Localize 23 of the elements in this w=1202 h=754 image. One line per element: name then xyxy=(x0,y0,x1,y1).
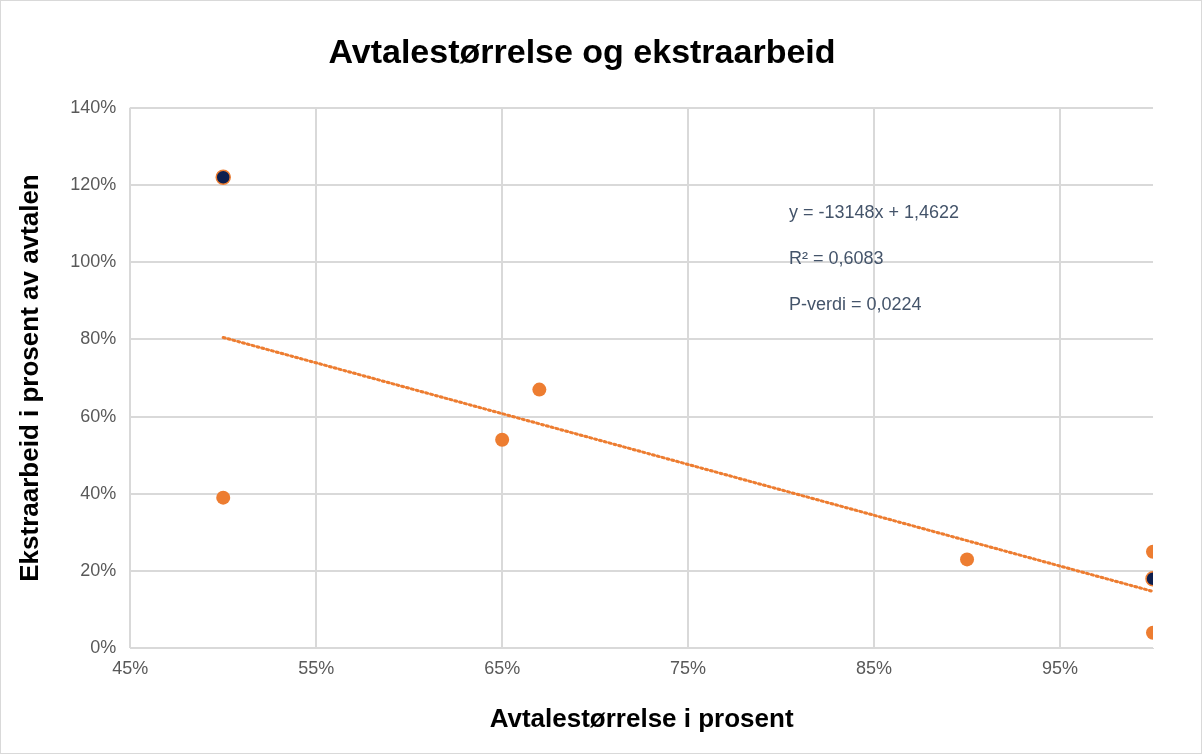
annotation: P-verdi = 0,0224 xyxy=(789,293,922,314)
annotation: y = -13148x + 1,4622 xyxy=(789,201,960,222)
y-tick-label: 100% xyxy=(70,251,117,272)
point xyxy=(495,432,510,447)
y-axis-title: Ekstraarbeid i prosent av avtalen xyxy=(13,174,44,582)
y-tick-label: 40% xyxy=(80,482,117,503)
point xyxy=(532,382,547,397)
y-tick-label: 140% xyxy=(70,96,117,117)
x-tick-label: 55% xyxy=(298,657,335,678)
x-tick-label: 95% xyxy=(1042,657,1079,678)
y-tick-label: 80% xyxy=(80,328,117,349)
y-tick-label: 0% xyxy=(90,637,117,658)
x-tick-label: 85% xyxy=(856,657,893,678)
annotation: R² = 0,6083 xyxy=(789,247,884,268)
x-tick-label: 75% xyxy=(670,657,707,678)
x-tick-label: 65% xyxy=(484,657,521,678)
y-tick-label: 60% xyxy=(80,405,117,426)
x-axis-title: Avtalestørrelse i prosent xyxy=(489,702,794,733)
chart-title: Avtalestørrelse og ekstraarbeid xyxy=(328,31,836,70)
y-tick-label: 120% xyxy=(70,173,117,194)
point xyxy=(216,490,231,505)
x-tick-label: 45% xyxy=(112,657,149,678)
y-tick-label: 20% xyxy=(80,559,117,580)
